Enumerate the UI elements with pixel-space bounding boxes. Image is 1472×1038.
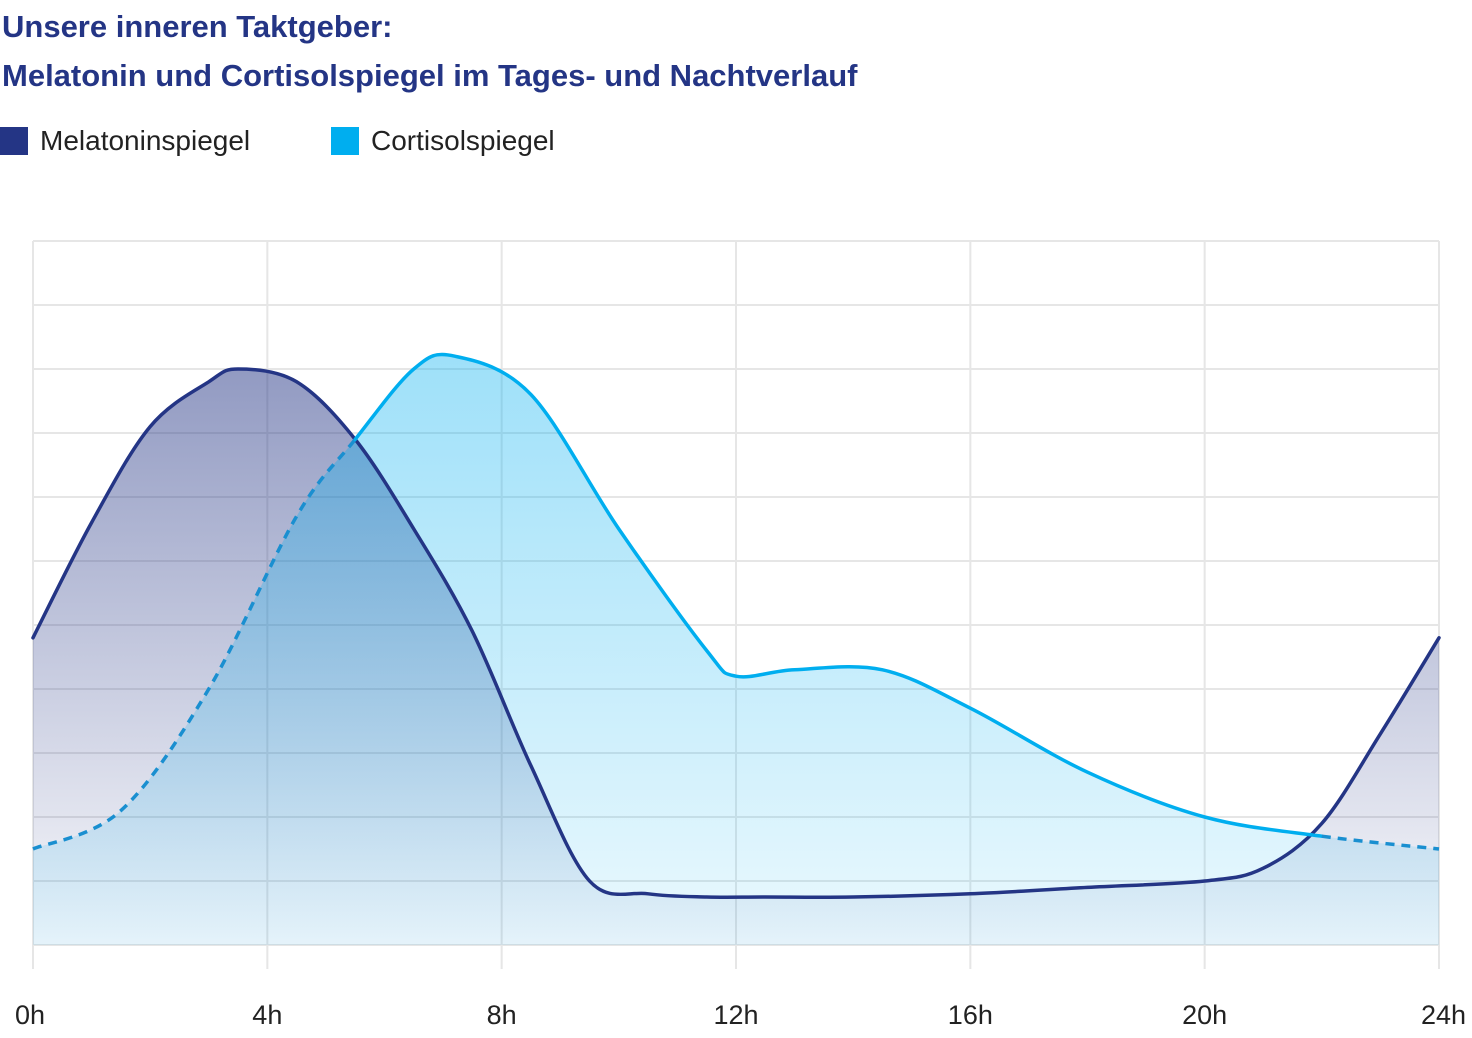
legend-swatch-melatonin xyxy=(0,127,28,155)
line-cortisol-dashed xyxy=(32,438,357,851)
x-tick-label: 12h xyxy=(713,1000,758,1030)
chart-title-line-1: Unsere inneren Taktgeber: xyxy=(2,9,393,44)
x-tick-label: 16h xyxy=(948,1000,993,1030)
x-tick-label: 8h xyxy=(487,1000,517,1030)
line-cortisol-dashed xyxy=(1321,834,1440,851)
chart-areas xyxy=(33,354,1439,945)
chart-lines xyxy=(31,352,1441,899)
x-tick-label: 0h xyxy=(15,1000,45,1030)
x-tick-label: 24h xyxy=(1421,1000,1466,1030)
x-tick-label: 20h xyxy=(1182,1000,1227,1030)
legend-label-melatonin: Melatoninspiegel xyxy=(40,125,251,156)
legend-item-cortisol: Cortisolspiegel xyxy=(331,125,555,157)
line-melatonin xyxy=(31,367,1441,899)
chart-title-line-2: Melatonin und Cortisolspiegel im Tages- … xyxy=(2,58,858,93)
legend-swatch-cortisol xyxy=(331,127,359,155)
chart-title: Unsere inneren Taktgeber: Melatonin und … xyxy=(2,2,857,100)
x-axis-ticks: 0h 4h 8h 12h 16h 20h 24h xyxy=(15,1000,1466,1030)
area-cortisol xyxy=(33,354,1439,945)
x-tick-label: 4h xyxy=(252,1000,282,1030)
line-cortisol xyxy=(353,352,1324,838)
legend-label-cortisol: Cortisolspiegel xyxy=(371,125,555,156)
legend-item-melatonin: Melatoninspiegel xyxy=(0,125,250,157)
